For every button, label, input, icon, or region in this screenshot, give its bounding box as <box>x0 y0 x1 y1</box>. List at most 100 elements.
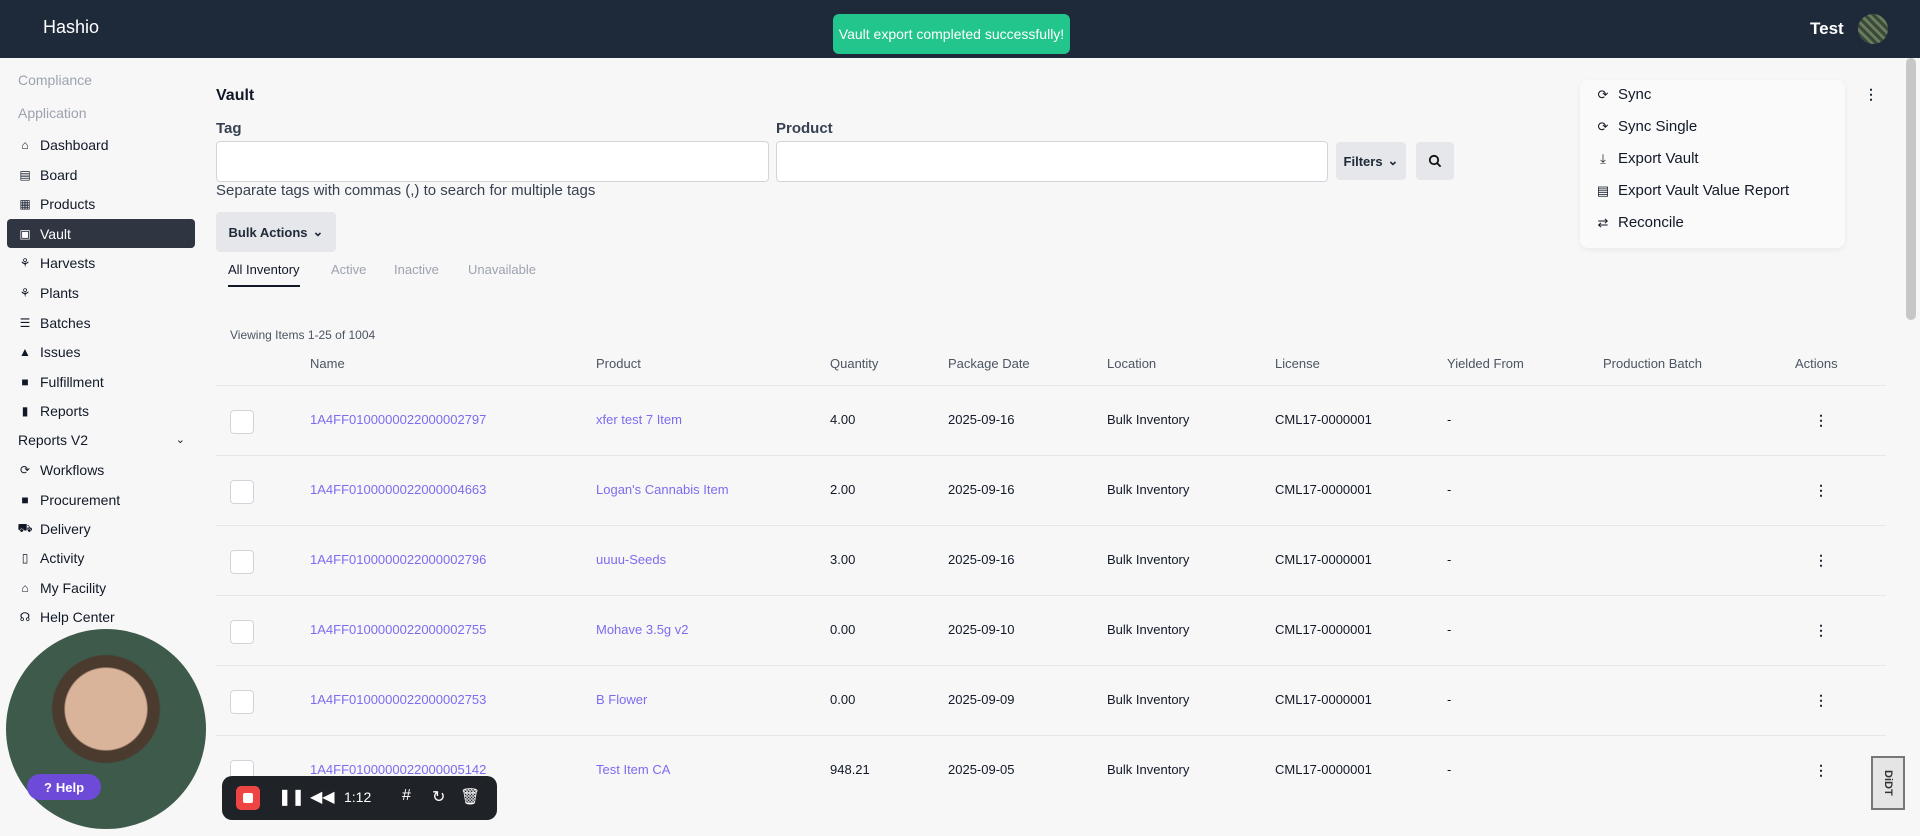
sidebar-item-workflows[interactable]: ⟳ Workflows <box>7 455 195 484</box>
table-row: 1A4FF0100000022000005142 Test Item CA 94… <box>216 735 1886 805</box>
bag-icon: ■ <box>21 492 29 507</box>
tab-unavailable[interactable]: Unavailable <box>468 262 536 277</box>
item-name-link[interactable]: 1A4FF0100000022000004663 <box>310 482 487 497</box>
product-input[interactable] <box>776 141 1328 182</box>
bulk-actions-label: Bulk Actions <box>228 224 308 240</box>
sidebar-item-batches[interactable]: ☰ Batches <box>7 308 195 337</box>
restart-icon[interactable]: ↻ <box>432 789 446 806</box>
brand-logo[interactable]: Hashio <box>43 17 100 37</box>
success-toast: Vault export completed successfully! <box>833 14 1070 54</box>
sidebar-item-help-center[interactable]: ☊ Help Center <box>7 602 195 631</box>
tab-inactive[interactable]: Inactive <box>394 262 439 277</box>
chevron-down-icon: ⌄ <box>175 434 185 446</box>
sidebar-item-reports[interactable]: ▮ Reports <box>7 396 195 425</box>
sidebar-section-compliance[interactable]: Compliance <box>18 72 92 88</box>
row-actions-icon[interactable]: ⋮ <box>1814 482 1828 498</box>
column-header-quantity[interactable]: Quantity <box>830 356 879 371</box>
tag-input[interactable] <box>216 141 769 182</box>
vault-actions-menu: ⟳ Sync ⟳ Sync Single ⤓ Export Vault ▤ Export… <box>1580 80 1845 248</box>
sidebar-item-dashboard[interactable]: ⌂ Dashboard <box>7 130 195 159</box>
column-header-yielded-from[interactable]: Yielded From <box>1447 356 1524 371</box>
tab-active[interactable]: Active <box>331 262 367 277</box>
help-label: Help <box>55 779 85 795</box>
sidebar-item-issues[interactable]: ▲ Issues <box>7 337 195 366</box>
page-actions-kebab-icon[interactable]: ⋮ <box>1864 86 1878 102</box>
user-name[interactable]: Test <box>1810 19 1844 38</box>
column-header-product[interactable]: Product <box>596 356 641 371</box>
sidebar-item-label: Procurement <box>40 491 121 508</box>
quantity-cell: 4.00 <box>830 412 856 427</box>
bulk-actions-button[interactable]: Bulk Actions ⌄ <box>216 212 336 252</box>
column-header-location[interactable]: Location <box>1107 356 1157 371</box>
sidebar-item-procurement[interactable]: ■ Procurement <box>7 485 195 514</box>
row-checkbox[interactable] <box>230 620 254 644</box>
column-header-license[interactable]: License <box>1275 356 1320 371</box>
sidebar-item-label: Help Center <box>40 608 115 625</box>
scrollbar[interactable] <box>1906 58 1916 320</box>
product-link[interactable]: B Flower <box>596 692 648 707</box>
menu-item-export-vault[interactable]: ⤓ Export Vault <box>1596 150 1699 167</box>
table-row: 1A4FF0100000022000004663 Logan's Cannabi… <box>216 455 1886 525</box>
row-checkbox[interactable] <box>230 690 254 714</box>
row-actions-icon[interactable]: ⋮ <box>1814 412 1828 428</box>
column-header-production-batch[interactable]: Production Batch <box>1603 356 1703 371</box>
home-icon: ⌂ <box>21 137 29 152</box>
chart-icon: ▮ <box>21 403 29 418</box>
row-actions-icon[interactable]: ⋮ <box>1814 762 1828 778</box>
top-bar: Hashio Vault export completed successful… <box>0 0 1920 58</box>
yielded-from-cell: - <box>1447 482 1452 497</box>
item-name-link[interactable]: 1A4FF0100000022000002755 <box>310 622 487 637</box>
menu-item-export-vault-value-report[interactable]: ▤ Export Vault Value Report <box>1596 182 1789 199</box>
sidebar-section-application[interactable]: Application <box>18 105 87 121</box>
pause-icon[interactable]: ❚❚ <box>278 789 305 806</box>
tag-hint: Separate tags with commas (,) to search … <box>216 182 596 199</box>
grid-icon[interactable]: # <box>402 787 411 804</box>
facility-icon: ⌂ <box>21 580 29 595</box>
row-actions-icon[interactable]: ⋮ <box>1814 622 1828 638</box>
trash-icon[interactable]: 🗑 <box>460 789 481 806</box>
sidebar-item-harvests[interactable]: ⚘ Harvests <box>7 248 195 277</box>
search-button[interactable] <box>1416 142 1454 180</box>
location-cell: Bulk Inventory <box>1107 482 1190 497</box>
help-button[interactable]: ? Help <box>27 774 101 800</box>
menu-item-sync[interactable]: ⟳ Sync <box>1596 86 1652 103</box>
vault-icon: ▣ <box>19 226 31 241</box>
item-name-link[interactable]: 1A4FF0100000022000002797 <box>310 412 487 427</box>
row-checkbox[interactable] <box>230 410 254 434</box>
menu-item-sync-single[interactable]: ⟳ Sync Single <box>1596 118 1698 135</box>
menu-item-reconcile[interactable]: ⇄ Reconcile <box>1596 214 1684 231</box>
sidebar-item-products[interactable]: ▦ Products <box>7 189 195 218</box>
sidebar-item-my-facility[interactable]: ⌂ My Facility <box>7 573 195 602</box>
column-header-name[interactable]: Name <box>310 356 345 371</box>
sidebar-item-fulfillment[interactable]: ■ Fulfillment <box>7 367 195 396</box>
package-date-cell: 2025-09-16 <box>948 412 1015 427</box>
sidebar-item-label: Harvests <box>40 254 96 271</box>
user-avatar[interactable] <box>1858 14 1888 44</box>
row-checkbox[interactable] <box>230 480 254 504</box>
sidebar-item-label: Board <box>40 166 78 183</box>
product-link[interactable]: Test Item CA <box>596 762 671 777</box>
filters-button[interactable]: Filters ⌄ <box>1336 142 1406 180</box>
menu-item-label: Export Vault <box>1618 150 1699 167</box>
stop-recording-button[interactable] <box>236 786 260 810</box>
sidebar-item-reports-v2[interactable]: Reports V2 ⌄ <box>7 425 195 454</box>
sidebar-item-delivery[interactable]: ⛟ Delivery <box>7 514 195 543</box>
item-name-link[interactable]: 1A4FF0100000022000002753 <box>310 692 487 707</box>
product-link[interactable]: Mohave 3.5g v2 <box>596 622 689 637</box>
yielded-from-cell: - <box>1447 692 1452 707</box>
tab-all-inventory[interactable]: All Inventory <box>228 262 300 287</box>
sidebar-item-plants[interactable]: ⚘ Plants <box>7 278 195 307</box>
product-link[interactable]: xfer test 7 Item <box>596 412 682 427</box>
rewind-icon[interactable]: ◀◀ <box>310 789 335 806</box>
row-actions-icon[interactable]: ⋮ <box>1814 552 1828 568</box>
sidebar-item-activity[interactable]: ▯ Activity <box>7 543 195 572</box>
row-actions-icon[interactable]: ⋮ <box>1814 692 1828 708</box>
sidebar-item-vault[interactable]: ▣ Vault <box>7 219 195 248</box>
item-name-link[interactable]: 1A4FF0100000022000005142 <box>310 762 487 777</box>
column-header-package-date[interactable]: Package Date <box>948 356 1030 371</box>
sidebar-item-board[interactable]: ▤ Board <box>7 160 195 189</box>
item-name-link[interactable]: 1A4FF0100000022000002796 <box>310 552 487 567</box>
row-checkbox[interactable] <box>230 550 254 574</box>
product-link[interactable]: Logan's Cannabis Item <box>596 482 729 497</box>
product-link[interactable]: uuuu-Seeds <box>596 552 667 567</box>
